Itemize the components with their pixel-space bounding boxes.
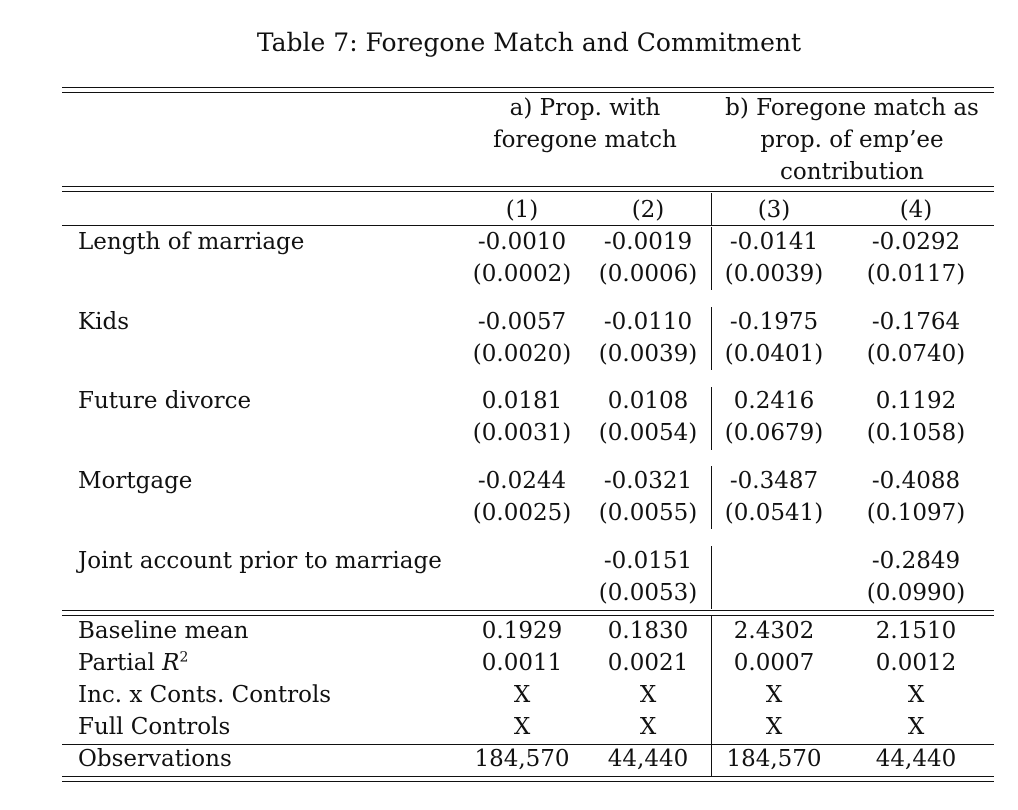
header-rule xyxy=(62,186,994,188)
se-cell: (0.0006) xyxy=(598,261,698,287)
stat-cell: 0.1929 xyxy=(481,618,563,644)
coef-cell: 0.0181 xyxy=(481,388,563,414)
row-label: Mortgage xyxy=(78,468,193,494)
se-cell: (0.0740) xyxy=(866,341,966,367)
separator xyxy=(711,387,712,450)
se-cell: (0.0020) xyxy=(472,341,572,367)
se-cell: (0.0025) xyxy=(472,500,572,526)
se-cell: (0.0055) xyxy=(598,500,698,526)
se-cell: (0.0053) xyxy=(598,580,698,606)
stat-cell: X xyxy=(907,714,925,740)
row-label: Inc. x Conts. Controls xyxy=(78,682,332,708)
col-2-header: (2) xyxy=(631,197,665,223)
separator xyxy=(711,193,712,225)
coef-cell: -0.1975 xyxy=(729,309,819,335)
separator xyxy=(711,546,712,609)
stat-cell: X xyxy=(907,682,925,708)
obs-rule xyxy=(62,744,994,746)
coef-cell: -0.4088 xyxy=(871,468,961,494)
coef-cell: -0.0010 xyxy=(477,229,567,255)
bottom-rule-2 xyxy=(62,781,994,783)
row-label: Joint account prior to marriage xyxy=(78,548,442,574)
table-title: Table 7: Foregone Match and Commitment xyxy=(256,28,802,57)
panel-a-header: a) Prop. with foregone match xyxy=(470,92,700,156)
se-cell: (0.0054) xyxy=(598,420,698,446)
coef-cell: 0.0108 xyxy=(607,388,689,414)
panel-a-line1: a) Prop. with xyxy=(509,95,661,121)
coef-cell: 0.1192 xyxy=(875,388,957,414)
coef-cell: 0.2416 xyxy=(733,388,815,414)
obs-cell: 184,570 xyxy=(474,746,570,772)
row-label-text: Partial xyxy=(78,650,163,676)
colnum-rule xyxy=(62,225,994,227)
se-cell: (0.0002) xyxy=(472,261,572,287)
bottom-rule xyxy=(62,776,994,778)
stat-cell: X xyxy=(639,714,657,740)
coef-cell: -0.3487 xyxy=(729,468,819,494)
row-label: Partial R2 xyxy=(78,647,188,679)
coef-cell: -0.0057 xyxy=(477,309,567,335)
se-cell: (0.0039) xyxy=(724,261,824,287)
coef-cell: -0.0244 xyxy=(477,468,567,494)
panel-a-line2: foregone match xyxy=(493,127,677,153)
separator xyxy=(711,307,712,370)
top-rule-2 xyxy=(62,92,994,94)
row-label: Length of marriage xyxy=(78,229,305,255)
col-3-header: (3) xyxy=(757,197,791,223)
separator xyxy=(711,227,712,290)
stat-cell: X xyxy=(765,682,783,708)
se-cell: (0.0541) xyxy=(724,500,824,526)
stat-cell: X xyxy=(513,714,531,740)
stat-cell: 0.1830 xyxy=(607,618,689,644)
stat-cell: 2.4302 xyxy=(733,618,815,644)
separator xyxy=(711,616,712,744)
stat-cell: 0.0011 xyxy=(481,650,563,676)
stat-cell: 0.0021 xyxy=(607,650,689,676)
panel-b-header: b) Foregone match as prop. of emp’ee con… xyxy=(720,92,984,188)
obs-cell: 44,440 xyxy=(607,746,689,772)
top-rule xyxy=(62,87,994,89)
coef-cell: -0.0019 xyxy=(603,229,693,255)
stat-cell: X xyxy=(513,682,531,708)
se-cell: (0.0679) xyxy=(724,420,824,446)
coef-cell: -0.0141 xyxy=(729,229,819,255)
panel-b-line3: contribution xyxy=(780,159,924,185)
obs-cell: 44,440 xyxy=(875,746,957,772)
panel-b-line1: b) Foregone match as xyxy=(725,95,979,121)
stat-cell: X xyxy=(639,682,657,708)
row-label: Baseline mean xyxy=(78,618,249,644)
se-cell: (0.0990) xyxy=(866,580,966,606)
row-label: Full Controls xyxy=(78,714,231,740)
stat-cell: 0.0007 xyxy=(733,650,815,676)
coef-cell: -0.1764 xyxy=(871,309,961,335)
se-cell: (0.0039) xyxy=(598,341,698,367)
coef-cell: -0.0151 xyxy=(603,548,693,574)
stats-rule-2 xyxy=(62,615,994,617)
stat-cell: 2.1510 xyxy=(875,618,957,644)
se-cell: (0.1058) xyxy=(866,420,966,446)
col-4-header: (4) xyxy=(899,197,933,223)
se-cell: (0.0401) xyxy=(724,341,824,367)
row-label: Kids xyxy=(78,309,130,335)
separator xyxy=(711,466,712,529)
row-label: Observations xyxy=(78,746,232,772)
separator xyxy=(711,745,712,776)
panel-b-line2: prop. of emp’ee xyxy=(760,127,944,153)
r-superscript: 2 xyxy=(179,649,189,666)
se-cell: (0.0031) xyxy=(472,420,572,446)
stat-cell: X xyxy=(765,714,783,740)
coef-cell: -0.0110 xyxy=(603,309,693,335)
obs-cell: 184,570 xyxy=(726,746,822,772)
header-rule-2 xyxy=(62,191,994,193)
row-label: Future divorce xyxy=(78,388,252,414)
stats-rule xyxy=(62,610,994,612)
coef-cell: -0.0292 xyxy=(871,229,961,255)
se-cell: (0.1097) xyxy=(866,500,966,526)
stat-cell: 0.0012 xyxy=(875,650,957,676)
se-cell: (0.0117) xyxy=(866,261,966,287)
r-variable: R xyxy=(162,650,180,676)
col-1-header: (1) xyxy=(505,197,539,223)
coef-cell: -0.0321 xyxy=(603,468,693,494)
coef-cell: -0.2849 xyxy=(871,548,961,574)
